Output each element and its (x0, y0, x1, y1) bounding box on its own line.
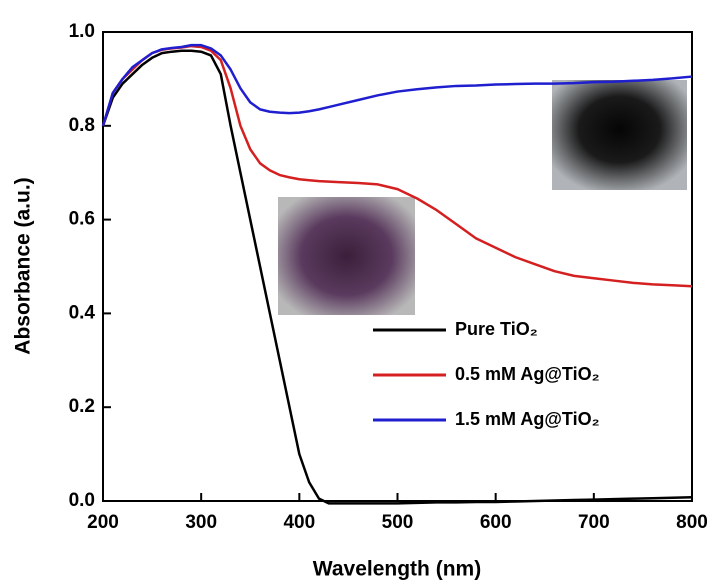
x-tick-label: 400 (283, 512, 315, 533)
series-line (101, 43, 693, 127)
inset-photo (552, 80, 687, 190)
x-tick-label: 600 (480, 512, 512, 533)
x-tick-label: 200 (87, 512, 119, 533)
x-tick-label: 700 (578, 512, 610, 533)
y-tick-label: 0.0 (69, 490, 95, 511)
y-tick-label: 0.2 (69, 396, 95, 417)
x-tick-label: 300 (185, 512, 217, 533)
y-tick-label: 0.4 (69, 302, 96, 323)
x-tick-label: 800 (676, 512, 708, 533)
legend-label: Pure TiO₂ (455, 319, 538, 339)
inset-photo (278, 197, 415, 315)
legend-label: 1.5 mM Ag@TiO₂ (455, 409, 600, 429)
y-axis-title: Absorbance (a.u.) (12, 177, 35, 354)
y-tick-label: 0.6 (69, 209, 95, 230)
series-line (101, 49, 693, 505)
x-tick-label: 500 (382, 512, 414, 533)
x-axis-title: Wavelength (nm) (313, 558, 481, 581)
legend-label: 0.5 mM Ag@TiO₂ (455, 364, 600, 384)
y-tick-label: 1.0 (69, 21, 95, 42)
y-tick-label: 0.8 (69, 115, 95, 136)
